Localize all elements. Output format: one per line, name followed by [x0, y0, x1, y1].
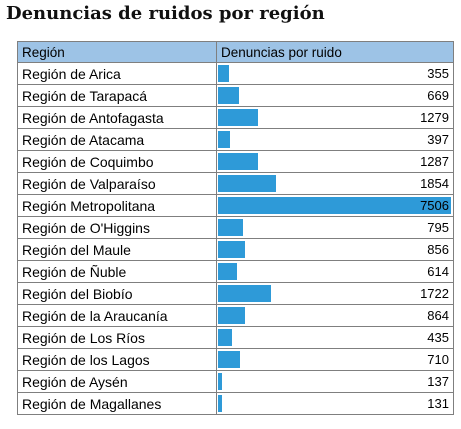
region-label: Región de Arica [17, 62, 217, 85]
data-label: 131 [427, 396, 449, 411]
table-row: Región de la Araucanía 864 [17, 304, 454, 327]
table-row: Región Metropolitana 7506 [17, 194, 454, 217]
bar-cell: 1722 [216, 282, 454, 305]
region-label: Región de Tarapacá [17, 84, 217, 107]
data-label: 864 [427, 308, 449, 323]
data-bar [218, 131, 231, 148]
region-label: Región Metropolitana [17, 194, 217, 217]
data-bar [218, 153, 258, 170]
table-row: Región de Arica 355 [17, 62, 454, 85]
bar-cell: 137 [216, 370, 454, 393]
data-label: 1722 [420, 286, 449, 301]
table-row: Región de O'Higgins 795 [17, 216, 454, 239]
data-label: 397 [427, 132, 449, 147]
table-row: Región de Los Ríos 435 [17, 326, 454, 349]
table-row: Región del Biobío 1722 [17, 282, 454, 305]
data-bar-table: Región Denuncias por ruido Región de Ari… [17, 41, 454, 415]
data-label: 1279 [420, 110, 449, 125]
data-label: 435 [427, 330, 449, 345]
data-bar [218, 87, 239, 104]
data-bar [218, 175, 276, 192]
data-label: 1287 [420, 154, 449, 169]
data-bar [218, 219, 243, 236]
data-label: 795 [427, 220, 449, 235]
data-bar [218, 351, 241, 368]
data-bar [218, 307, 245, 324]
bar-cell: 856 [216, 238, 454, 261]
bar-cell: 1287 [216, 150, 454, 173]
data-label: 355 [427, 66, 449, 81]
region-label: Región de Aysén [17, 370, 217, 393]
bar-cell: 355 [216, 62, 454, 85]
data-bar [218, 197, 451, 214]
data-bar [218, 373, 223, 390]
region-label: Región del Biobío [17, 282, 217, 305]
data-label: 614 [427, 264, 449, 279]
region-label: Región de Atacama [17, 128, 217, 151]
bar-cell: 710 [216, 348, 454, 371]
column-header-complaints: Denuncias por ruido [216, 41, 454, 63]
data-bar [218, 109, 258, 126]
data-bar [218, 241, 245, 258]
table-body: Región de Arica 355 Región de Tarapacá 669 R… [17, 62, 454, 415]
region-label: Región de Los Ríos [17, 326, 217, 349]
bar-cell: 864 [216, 304, 454, 327]
region-label: Región de Valparaíso [17, 172, 217, 195]
bar-cell: 131 [216, 392, 454, 415]
bar-cell: 1854 [216, 172, 454, 195]
table-row: Región de los Lagos 710 [17, 348, 454, 371]
data-bar [218, 285, 272, 302]
table-row: Región de Aysén 137 [17, 370, 454, 393]
table-row: Región de Tarapacá 669 [17, 84, 454, 107]
bar-cell: 397 [216, 128, 454, 151]
data-label: 1854 [420, 176, 449, 191]
bar-cell: 435 [216, 326, 454, 349]
header-row: Región Denuncias por ruido [17, 41, 454, 63]
bar-cell: 7506 [216, 194, 454, 217]
column-header-region: Región [17, 41, 217, 63]
region-label: Región de Magallanes [17, 392, 217, 415]
table-row: Región de Antofagasta 1279 [17, 106, 454, 129]
chart-title: Denuncias de ruidos por región [6, 3, 325, 24]
bar-cell: 795 [216, 216, 454, 239]
table-row: Región de Magallanes 131 [17, 392, 454, 415]
data-bar [218, 329, 232, 346]
bar-cell: 669 [216, 84, 454, 107]
table-row: Región de Valparaíso 1854 [17, 172, 454, 195]
data-label: 7506 [420, 198, 449, 213]
data-label: 669 [427, 88, 449, 103]
data-label: 710 [427, 352, 449, 367]
table-row: Región de Coquimbo 1287 [17, 150, 454, 173]
region-label: Región de Antofagasta [17, 106, 217, 129]
data-bar [218, 395, 223, 412]
data-bar [218, 263, 238, 280]
table-row: Región de Ñuble 614 [17, 260, 454, 283]
data-bar [218, 65, 230, 82]
region-label: Región de los Lagos [17, 348, 217, 371]
table-row: Región de Atacama 397 [17, 128, 454, 151]
region-label: Región de la Araucanía [17, 304, 217, 327]
data-label: 856 [427, 242, 449, 257]
region-label: Región de O'Higgins [17, 216, 217, 239]
bar-cell: 614 [216, 260, 454, 283]
region-label: Región del Maule [17, 238, 217, 261]
table-row: Región del Maule 856 [17, 238, 454, 261]
bar-cell: 1279 [216, 106, 454, 129]
region-label: Región de Ñuble [17, 260, 217, 283]
region-label: Región de Coquimbo [17, 150, 217, 173]
data-label: 137 [427, 374, 449, 389]
